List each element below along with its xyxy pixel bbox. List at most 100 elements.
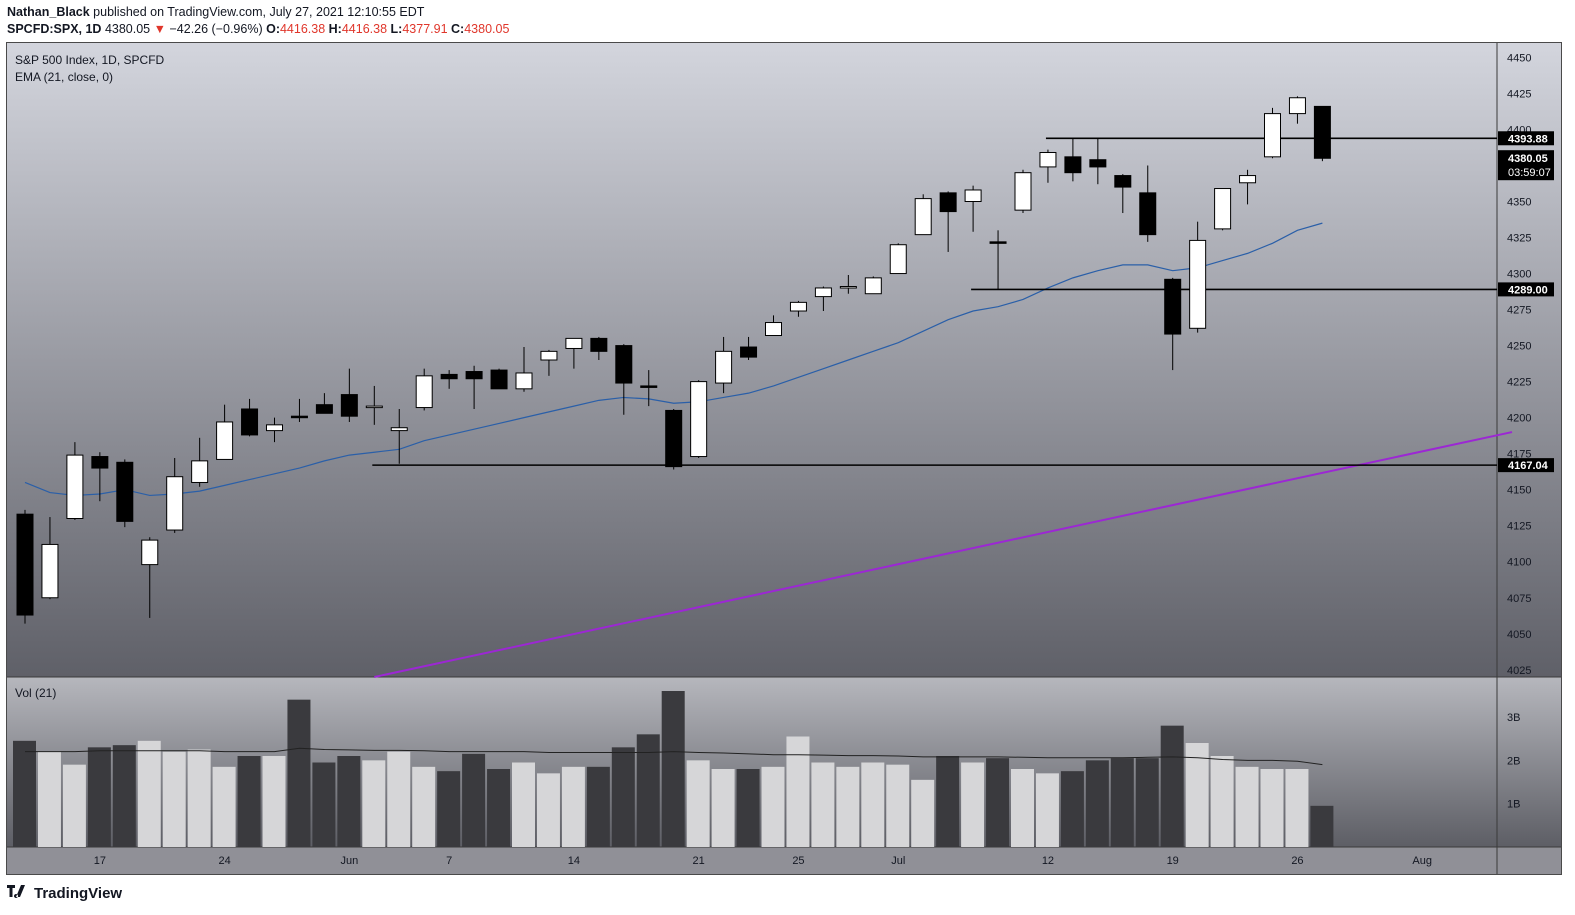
volume-bar <box>462 753 486 847</box>
candle-body <box>989 241 1007 244</box>
time-tick-label: 17 <box>94 855 106 867</box>
volume-bar <box>112 745 136 847</box>
volume-bar <box>37 751 61 847</box>
time-tick-label: 21 <box>693 855 705 867</box>
price-tick-label: 4200 <box>1507 413 1531 425</box>
candle-body <box>490 369 508 390</box>
candle-body <box>66 454 84 520</box>
candle-body <box>789 301 807 312</box>
trend-line <box>374 431 1513 678</box>
price-tick-label: 4100 <box>1507 557 1531 569</box>
volume-legend: Vol (21) <box>15 686 56 700</box>
low-label: L: <box>390 22 403 36</box>
time-tick-label: 24 <box>218 855 230 867</box>
volume-bar <box>362 760 386 847</box>
author-name[interactable]: Nathan_Black <box>7 5 90 19</box>
time-axis-background <box>7 847 1561 874</box>
level-price-tag <box>1498 131 1554 146</box>
volume-bar <box>1160 725 1184 847</box>
candle-body <box>340 394 358 417</box>
volume-bar <box>312 762 336 847</box>
volume-bar <box>636 734 660 847</box>
main-pane-background <box>7 43 1497 677</box>
price-tick-label: 4150 <box>1507 485 1531 497</box>
candle-body <box>515 372 533 390</box>
volume-bar <box>611 747 635 847</box>
volume-bar <box>586 766 610 847</box>
candle-body <box>266 424 283 432</box>
label-layer: 4393.88 4289.00 4167.04 4380.05 03:59:07 <box>1498 131 1554 473</box>
candle-body <box>1239 175 1257 184</box>
volume-bar <box>187 749 211 847</box>
volume-bar <box>1085 760 1109 847</box>
volume-bar <box>337 756 361 847</box>
symbol-name: SPCFD:SPX, 1D <box>7 22 102 36</box>
candle-body <box>914 198 932 236</box>
time-tick-label: 25 <box>792 855 804 867</box>
volume-bar <box>487 769 511 847</box>
price-tick-label: 4175 <box>1507 449 1531 461</box>
level-price-label: 4393.88 <box>1508 133 1548 145</box>
volume-bar <box>262 756 286 847</box>
candle-body <box>565 337 583 349</box>
candle-body <box>540 350 558 361</box>
volume-bar <box>1260 769 1284 847</box>
high-value: 4416.38 <box>341 22 388 36</box>
time-tick-label: 7 <box>446 855 452 867</box>
volume-bar <box>536 773 560 847</box>
volume-layer <box>13 691 1334 847</box>
countdown-label: 03:59:07 <box>1508 167 1551 179</box>
chart-title-legend: S&P 500 Index, 1D, SPCFD <box>15 53 165 67</box>
candle-body <box>116 461 134 522</box>
down-arrow-icon: ▼ <box>153 22 166 36</box>
high-label: H: <box>328 22 342 36</box>
volume-bar <box>1135 758 1159 847</box>
candle-body <box>216 421 234 460</box>
price-change: −42.26 (−0.96%) <box>169 22 263 36</box>
candle-body <box>640 385 658 388</box>
volume-bar <box>162 751 186 847</box>
candle-body <box>1139 192 1157 236</box>
volume-bar <box>986 758 1010 847</box>
tradingview-logo-icon <box>7 884 29 902</box>
volume-bar <box>661 691 685 847</box>
volume-bar <box>1035 773 1059 847</box>
price-tick-label: 4125 <box>1507 521 1531 533</box>
volume-bar <box>1285 769 1309 847</box>
volume-bar <box>1110 758 1134 847</box>
volume-bar <box>62 764 86 847</box>
tradingview-logo[interactable]: TradingView <box>7 884 122 902</box>
price-tick-label: 4350 <box>1507 197 1531 209</box>
volume-tick-label: 1B <box>1507 799 1520 811</box>
candle-body <box>141 539 159 566</box>
chart-frame <box>6 42 1562 875</box>
candle-body <box>1039 152 1057 168</box>
low-value: 4377.91 <box>402 22 448 36</box>
candle-body <box>665 409 683 468</box>
volume-bar <box>936 756 960 847</box>
ema-line <box>24 222 1323 497</box>
price-tick-label: 4025 <box>1507 665 1531 677</box>
price-tick-label: 4450 <box>1507 52 1531 64</box>
price-tick-label: 4275 <box>1507 305 1531 317</box>
volume-bar <box>836 766 860 847</box>
tradingview-logo-text: TradingView <box>34 884 123 902</box>
candle-body <box>315 404 333 414</box>
price-tick-label: 4075 <box>1507 593 1531 605</box>
time-tick-label: Aug <box>1412 855 1432 867</box>
candle-body <box>1189 239 1207 329</box>
volume-bar <box>212 766 236 847</box>
candle-body <box>16 513 34 616</box>
publisher-line: Nathan_Black published on TradingView.co… <box>7 5 424 19</box>
last-price-label: 4380.05 <box>1508 153 1548 165</box>
volume-bar <box>237 756 261 847</box>
volume-bar <box>1235 766 1259 847</box>
volume-ma-line <box>25 747 1323 766</box>
candle-body <box>590 337 608 352</box>
candle-body <box>1014 172 1032 211</box>
level-price-label: 4289.00 <box>1508 284 1548 296</box>
volume-tick-label: 3B <box>1507 712 1520 724</box>
candle-body <box>415 375 433 409</box>
price-tick-label: 4325 <box>1507 233 1531 245</box>
